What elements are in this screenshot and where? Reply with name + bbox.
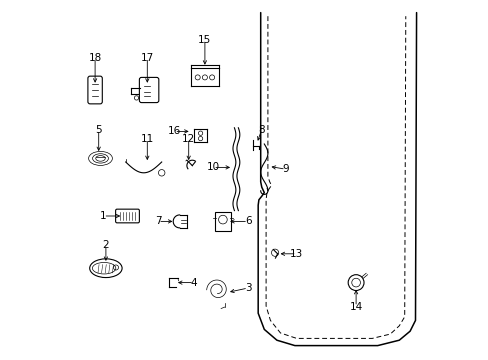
Text: 17: 17 (141, 53, 154, 63)
Text: 8: 8 (258, 125, 264, 135)
Text: 1: 1 (100, 211, 106, 221)
Text: 6: 6 (244, 216, 251, 226)
Text: 9: 9 (282, 164, 288, 174)
Text: 11: 11 (141, 134, 154, 144)
Text: 12: 12 (182, 134, 195, 144)
Text: 7: 7 (155, 216, 161, 226)
Text: 10: 10 (206, 162, 219, 172)
Text: 15: 15 (198, 35, 211, 45)
Text: 18: 18 (88, 53, 102, 63)
Text: 3: 3 (244, 283, 251, 293)
Text: 4: 4 (190, 278, 197, 288)
Text: 13: 13 (289, 249, 303, 259)
Text: 16: 16 (167, 126, 181, 136)
Text: 2: 2 (102, 240, 109, 250)
Text: 5: 5 (95, 125, 102, 135)
Text: 14: 14 (349, 302, 362, 312)
